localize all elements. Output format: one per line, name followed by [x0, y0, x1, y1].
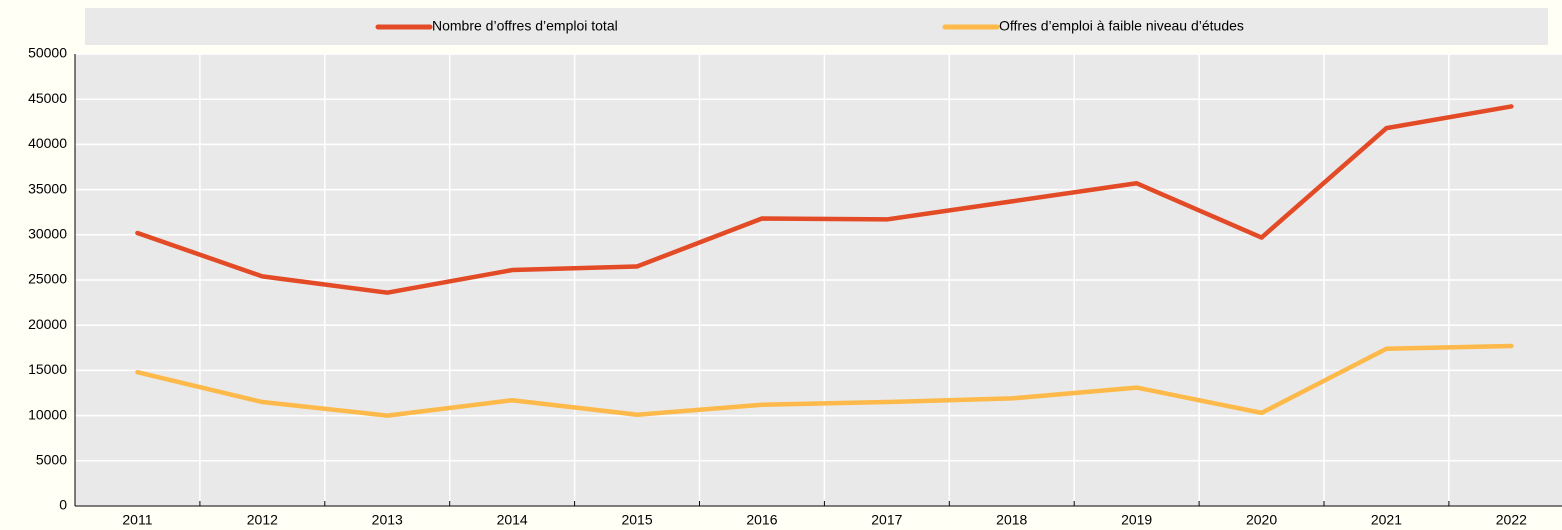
x-tick-label: 2015: [621, 512, 652, 528]
y-tick-label: 30000: [28, 226, 67, 242]
x-tick-label: 2011: [122, 512, 152, 528]
y-tick-label: 35000: [28, 180, 67, 196]
y-tick-label: 5000: [36, 452, 67, 468]
y-tick-label: 45000: [28, 90, 67, 106]
y-tick-label: 50000: [28, 45, 67, 61]
x-tick-label: 2016: [746, 512, 777, 528]
y-tick-label: 20000: [28, 316, 67, 332]
legend-label: Offres d’emploi à faible niveau d’études: [999, 18, 1244, 34]
x-tick-label: 2020: [1246, 512, 1277, 528]
x-tick-label: 2022: [1496, 512, 1527, 528]
series-line: [135, 343, 1514, 418]
x-tick-label: 2021: [1371, 512, 1402, 528]
legend-box: [85, 8, 1548, 45]
y-tick-label: 25000: [28, 271, 67, 287]
legend-label: Nombre d’offres d’emploi total: [432, 18, 618, 34]
y-tick-label: 40000: [28, 135, 67, 151]
x-tick-label: 2018: [996, 512, 1027, 528]
series-line: [135, 104, 1514, 295]
y-tick-label: 10000: [28, 406, 67, 422]
x-tick-label: 2017: [871, 512, 902, 528]
x-tick-label: 2014: [497, 512, 528, 528]
x-tick-label: 2019: [1121, 512, 1152, 528]
y-tick-label: 15000: [28, 361, 67, 377]
x-tick-label: 2012: [247, 512, 278, 528]
y-tick-label: 0: [59, 497, 67, 513]
x-tick-label: 2013: [372, 512, 403, 528]
grid: [75, 53, 1562, 507]
